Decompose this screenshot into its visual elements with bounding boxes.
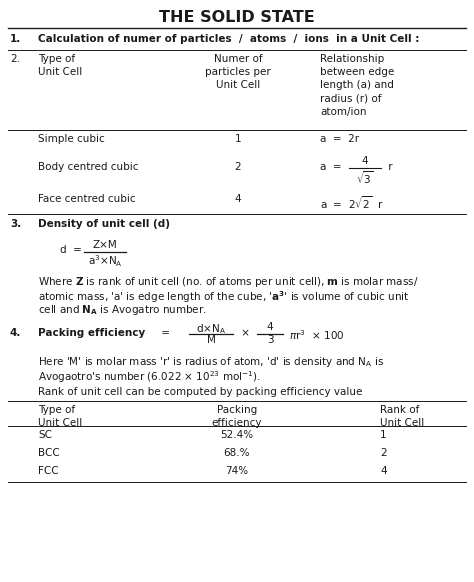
Text: Rank of unit cell can be computed by packing efficiency value: Rank of unit cell can be computed by pac… xyxy=(38,387,363,397)
Text: Simple cubic: Simple cubic xyxy=(38,134,105,144)
Text: $\pi$r$^{3}$  × 100: $\pi$r$^{3}$ × 100 xyxy=(286,328,345,342)
Text: =: = xyxy=(158,328,170,338)
Text: Rank of
Unit Cell: Rank of Unit Cell xyxy=(380,405,424,428)
Text: a  =  $2\sqrt{2}$  r: a = $2\sqrt{2}$ r xyxy=(320,194,383,211)
Text: Z×M: Z×M xyxy=(92,240,118,250)
Text: SC: SC xyxy=(38,430,52,440)
Text: Packing
efficiency: Packing efficiency xyxy=(212,405,262,428)
Text: 2: 2 xyxy=(235,162,241,172)
Text: Packing efficiency: Packing efficiency xyxy=(38,328,145,338)
Text: 68.%: 68.% xyxy=(224,448,250,458)
Text: a  =  2r: a = 2r xyxy=(320,134,359,144)
Text: 3: 3 xyxy=(267,335,273,345)
Text: THE SOLID STATE: THE SOLID STATE xyxy=(159,10,315,25)
Text: FCC: FCC xyxy=(38,466,59,476)
Text: 4.: 4. xyxy=(10,328,21,338)
Text: M: M xyxy=(207,335,216,345)
Text: Type of
Unit Cell: Type of Unit Cell xyxy=(38,405,82,428)
Text: 3.: 3. xyxy=(10,219,21,229)
Text: 4: 4 xyxy=(380,466,387,476)
Text: cell and $\bf{N_A}$ is Avogatro number.: cell and $\bf{N_A}$ is Avogatro number. xyxy=(38,303,207,317)
Text: Type of
Unit Cell: Type of Unit Cell xyxy=(38,54,82,77)
Text: 1: 1 xyxy=(380,430,387,440)
Text: 2: 2 xyxy=(380,448,387,458)
Text: Calculation of numer of particles  /  atoms  /  ions  in a Unit Cell :: Calculation of numer of particles / atom… xyxy=(38,34,419,44)
Text: d  =: d = xyxy=(60,245,82,255)
Text: Body centred cubic: Body centred cubic xyxy=(38,162,138,172)
Text: Face centred cubic: Face centred cubic xyxy=(38,194,136,204)
Text: 2.: 2. xyxy=(10,54,20,64)
Text: Here 'M' is molar mass 'r' is radius of atom, 'd' is density and N$_{\rm A}$ is: Here 'M' is molar mass 'r' is radius of … xyxy=(38,355,384,369)
Text: 52.4%: 52.4% xyxy=(220,430,254,440)
Text: Avogaotro's number (6.022 × 10$^{23}$ mol$^{-1}$).: Avogaotro's number (6.022 × 10$^{23}$ mo… xyxy=(38,369,261,385)
Text: 4: 4 xyxy=(362,156,368,166)
Text: $\sqrt{3}$: $\sqrt{3}$ xyxy=(356,169,374,186)
Text: a$^{3}$×N$_{\rm A}$: a$^{3}$×N$_{\rm A}$ xyxy=(88,253,122,269)
Text: Where $\bf{Z}$ is rank of unit cell (no. of atoms per unit cell), $\bf{m}$ is mo: Where $\bf{Z}$ is rank of unit cell (no.… xyxy=(38,275,419,289)
Text: a  =: a = xyxy=(320,162,342,172)
Text: 4: 4 xyxy=(267,322,273,332)
Text: BCC: BCC xyxy=(38,448,60,458)
Text: 4: 4 xyxy=(235,194,241,204)
Text: atomic mass, 'a' is edge length of the cube, '$\bf{a}$$^{\bf{3}}$' is volume of : atomic mass, 'a' is edge length of the c… xyxy=(38,289,410,305)
Text: 74%: 74% xyxy=(226,466,248,476)
Text: Numer of
particles per
Unit Cell: Numer of particles per Unit Cell xyxy=(205,54,271,90)
Text: Density of unit cell (d): Density of unit cell (d) xyxy=(38,219,170,229)
Text: 1.: 1. xyxy=(10,34,21,44)
Text: r: r xyxy=(385,162,392,172)
Text: Relationship
between edge
length (a) and
radius (r) of
atom/ion: Relationship between edge length (a) and… xyxy=(320,54,394,117)
Text: d×N$_{\rm A}$: d×N$_{\rm A}$ xyxy=(196,322,226,336)
Text: 1: 1 xyxy=(235,134,241,144)
Text: ×: × xyxy=(238,328,250,338)
